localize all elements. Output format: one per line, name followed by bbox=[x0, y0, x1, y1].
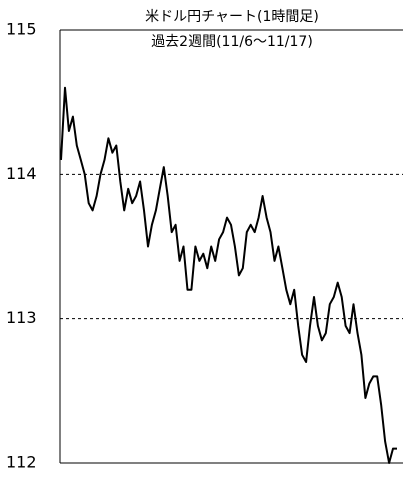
chart-title: 米ドル円チャート(1時間足) bbox=[145, 9, 319, 25]
chart-subtitle: 過去2週間(11/6～11/17) bbox=[151, 34, 313, 50]
y-tick-label: 114 bbox=[6, 164, 37, 183]
y-tick-label: 115 bbox=[6, 20, 37, 39]
price-line bbox=[60, 86, 397, 464]
y-tick-label: 112 bbox=[6, 453, 37, 472]
y-tick-label: 113 bbox=[6, 308, 37, 327]
